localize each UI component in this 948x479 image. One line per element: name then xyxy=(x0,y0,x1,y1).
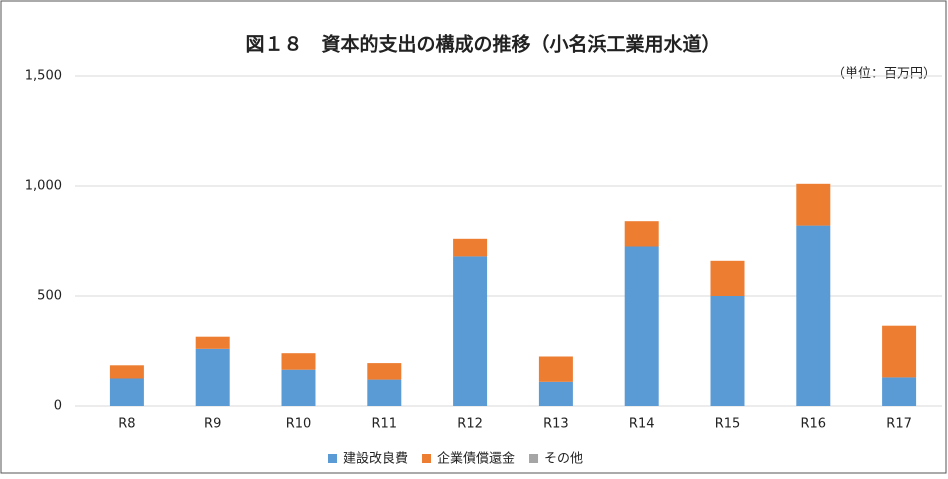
y-tick-label: 1,500 xyxy=(25,69,62,84)
bar-segment xyxy=(109,365,144,379)
x-tick-label: R16 xyxy=(801,417,827,432)
x-tick-label: R17 xyxy=(886,417,912,432)
y-tick-label: 1,000 xyxy=(25,179,62,194)
bar-segment xyxy=(453,256,488,406)
bar-segment xyxy=(624,246,659,406)
x-tick-label: R12 xyxy=(457,417,483,432)
legend-label: その他 xyxy=(544,452,583,467)
bar-segment xyxy=(624,221,659,247)
y-tick-label: 500 xyxy=(37,289,62,304)
x-tick-label: R10 xyxy=(286,417,312,432)
bar-segment xyxy=(367,363,402,380)
bar-segment xyxy=(281,369,316,406)
x-tick-label: R14 xyxy=(629,417,655,432)
bar-segment xyxy=(538,381,573,406)
bar-segment xyxy=(195,348,230,406)
chart-title: 図１８ 資本的支出の構成の推移（小名浜工業用水道） xyxy=(245,33,720,56)
legend-swatch xyxy=(529,454,539,463)
bar-segment xyxy=(453,238,488,257)
x-tick-label: R9 xyxy=(204,417,221,432)
bar-segment xyxy=(882,325,917,378)
bar-segment xyxy=(538,356,573,382)
x-tick-label: R11 xyxy=(372,417,398,432)
x-tick-label: R8 xyxy=(118,417,135,432)
bar-segment xyxy=(710,296,745,406)
y-tick-label: 0 xyxy=(54,399,62,414)
bar-segment xyxy=(796,183,831,226)
bar-segment xyxy=(281,353,316,370)
unit-label: （単位：百万円） xyxy=(832,66,936,82)
bar-segment xyxy=(109,378,144,406)
legend-label: 建設改良費 xyxy=(343,451,408,467)
x-tick-label: R15 xyxy=(715,417,741,432)
x-tick-label: R13 xyxy=(543,417,569,432)
bar-segment xyxy=(367,379,402,406)
bar-segment xyxy=(195,336,230,349)
legend-swatch xyxy=(328,454,337,463)
bar-segment xyxy=(796,225,831,406)
bar-segment xyxy=(882,377,917,406)
bar-segment xyxy=(710,260,745,296)
legend-label: 企業債償還金 xyxy=(437,451,515,467)
legend-swatch xyxy=(422,454,432,463)
